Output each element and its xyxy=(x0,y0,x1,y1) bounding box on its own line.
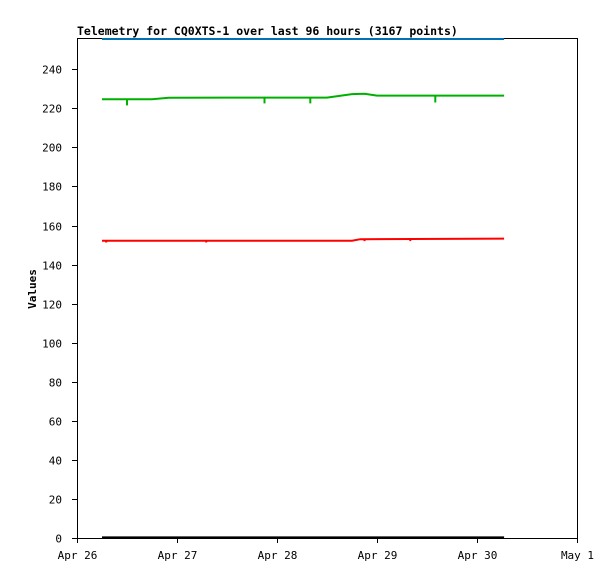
y-tick-label: 120 xyxy=(42,299,62,312)
y-axis-label: Values xyxy=(26,269,39,309)
y-axis: 0 20 40 60 80 100 120 140 160 180 200 220 240 xyxy=(42,64,77,546)
series-line-1 xyxy=(102,92,505,101)
plot-frame xyxy=(77,38,578,539)
x-tick-label: Apr 30 xyxy=(458,549,498,562)
x-axis: Apr 26 Apr 27 Apr 28 Apr 29 Apr 30 May 1 xyxy=(58,538,594,562)
x-tick-label: Apr 27 xyxy=(158,549,198,562)
y-tick-label: 0 xyxy=(55,533,62,546)
y-tick-label: 60 xyxy=(49,416,62,429)
x-tick-label: Apr 26 xyxy=(58,549,98,562)
y-tick-label: 180 xyxy=(42,181,62,194)
x-tick-label: May 1 xyxy=(561,549,594,562)
series-layer xyxy=(102,38,505,539)
y-tick-label: 40 xyxy=(49,455,62,468)
x-tick-label: Apr 28 xyxy=(258,549,298,562)
y-tick-label: 100 xyxy=(42,338,62,351)
y-tick-label: 220 xyxy=(42,103,62,116)
x-tick-label: Apr 29 xyxy=(358,549,398,562)
series-line-2 xyxy=(102,237,505,242)
y-tick-label: 80 xyxy=(49,377,62,390)
y-tick-label: 160 xyxy=(42,221,62,234)
y-tick-label: 140 xyxy=(42,260,62,273)
y-tick-label: 240 xyxy=(42,64,62,77)
y-tick-label: 200 xyxy=(42,142,62,155)
y-tick-label: 20 xyxy=(49,494,62,507)
chart-title: Telemetry for CQ0XTS-1 over last 96 hour… xyxy=(77,24,458,38)
